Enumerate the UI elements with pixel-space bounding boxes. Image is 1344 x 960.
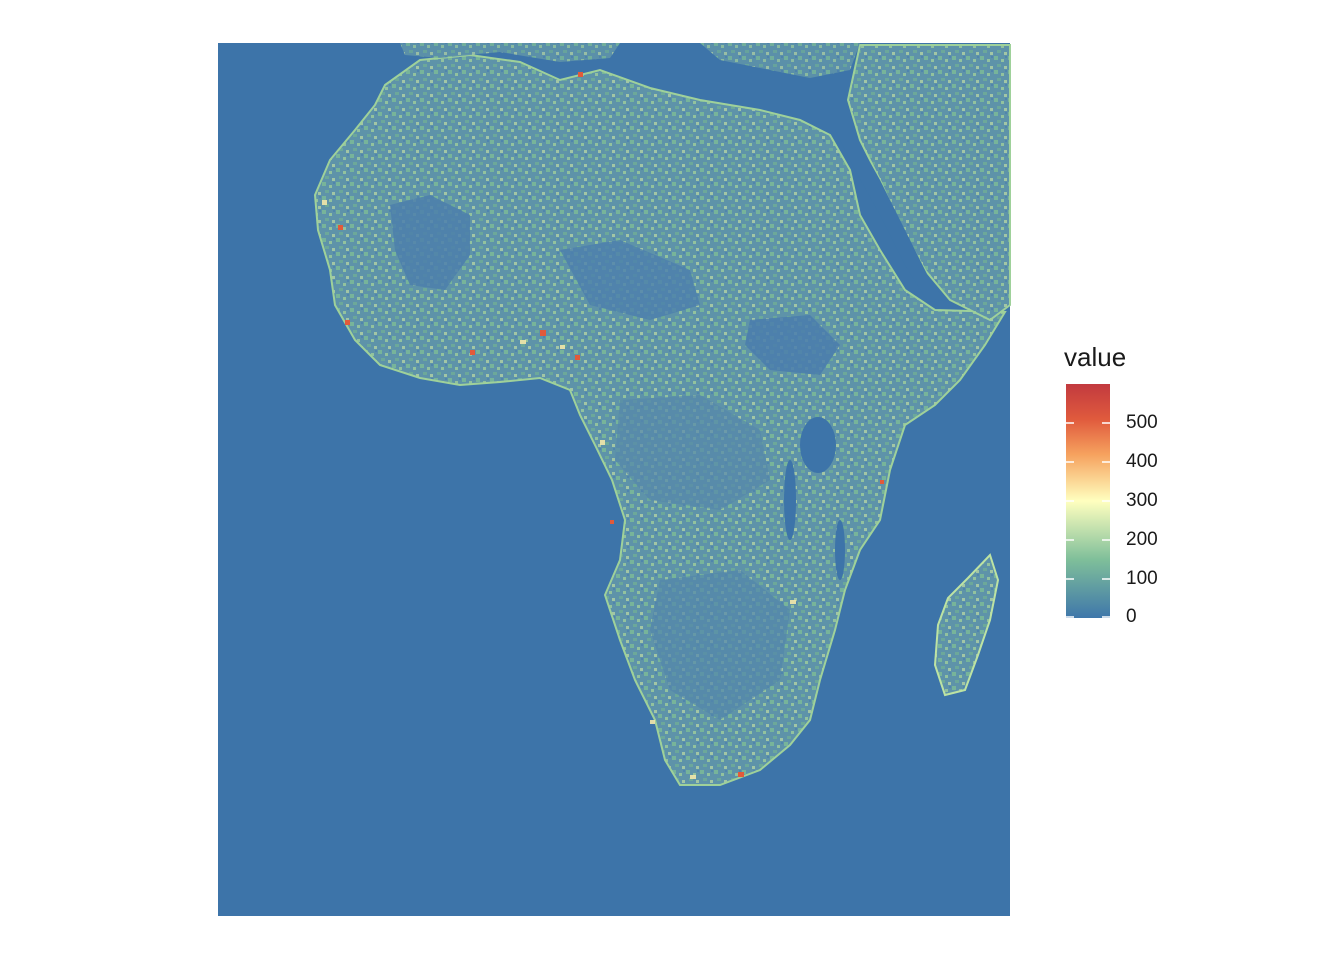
- southern-basin: [650, 570, 790, 720]
- legend-colorbar: [1066, 384, 1110, 618]
- lake-tanganyika: [784, 460, 796, 540]
- sahara-basin-west: [390, 195, 470, 290]
- europe-coast-east: [700, 43, 860, 78]
- sahara-basin-central: [560, 240, 700, 320]
- coastal-highlights: [322, 200, 796, 779]
- madagascar: [933, 553, 1000, 697]
- europe-coast: [400, 43, 620, 62]
- legend-tick-label: 500: [1126, 412, 1158, 433]
- legend-tick-label: 300: [1126, 490, 1158, 511]
- legend-title: value: [1064, 342, 1127, 372]
- legend-tick-label: 0: [1126, 606, 1137, 627]
- coastal-hotspots: [338, 72, 884, 777]
- legend-tick-label: 400: [1126, 451, 1158, 472]
- lake-malawi: [835, 520, 845, 580]
- red-sea: [835, 130, 945, 302]
- congo-basin: [615, 395, 770, 510]
- legend-tick-marks: [1066, 422, 1110, 618]
- lake-victoria: [800, 417, 836, 473]
- sudd-basin: [745, 315, 840, 375]
- legend-tick-label: 100: [1126, 568, 1158, 589]
- legend-tick-label: 200: [1126, 529, 1158, 550]
